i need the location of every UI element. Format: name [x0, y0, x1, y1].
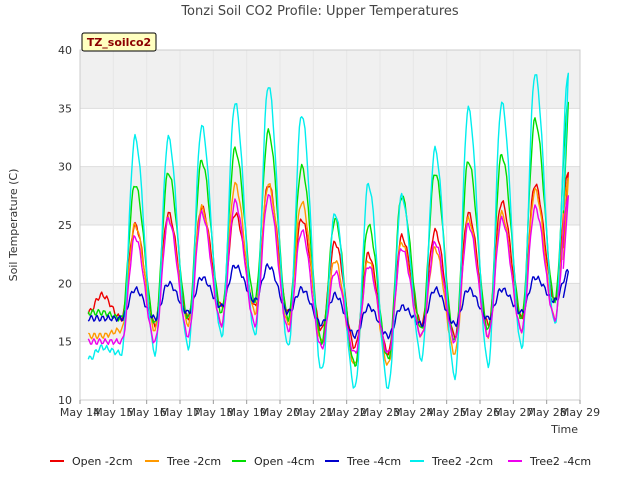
legend-label: Tree2 -2cm [431, 455, 493, 468]
x-tick-label: May 28 [527, 406, 567, 419]
plot-band [80, 341, 580, 400]
y-tick-label: 15 [58, 336, 72, 349]
chart-title: Tonzi Soil CO2 Profile: Upper Temperatur… [180, 4, 459, 19]
x-tick-label: May 16 [127, 406, 167, 419]
x-tick-label: May 14 [60, 406, 100, 419]
series-line-tree2-2cm [87, 72, 569, 390]
x-tick-label: May 17 [160, 406, 200, 419]
x-tick-label: May 23 [360, 406, 400, 419]
site-tag-label: TZ_soilco2 [87, 36, 151, 49]
legend-label: Open -4cm [254, 455, 315, 468]
y-axis-title: Soil Temperature (C) [7, 169, 20, 282]
y-tick-label: 40 [58, 44, 72, 57]
y-tick-label: 30 [58, 161, 72, 174]
series-lines [87, 72, 569, 390]
legend-label: Tree -2cm [166, 455, 221, 468]
y-tick-label: 35 [58, 102, 72, 115]
x-tick-label: May 19 [227, 406, 267, 419]
x-tick-label: May 27 [493, 406, 533, 419]
x-axis-title: Time [550, 423, 578, 436]
y-tick-labels: 10 15 20 25 30 35 40 [58, 44, 72, 407]
y-tick-label: 25 [58, 219, 72, 232]
x-tick-label: May 26 [460, 406, 500, 419]
plot-band [80, 108, 580, 167]
legend-label: Tree2 -4cm [529, 455, 591, 468]
x-tick-label: May 21 [293, 406, 333, 419]
legend: Open -2cm Tree -2cm Open -4cm Tree -4cm Tree… [50, 455, 591, 468]
series-line-tree2-4cm [87, 194, 569, 354]
x-tick-label: May 20 [260, 406, 300, 419]
plot-band [80, 166, 580, 225]
legend-label: Tree -4cm [346, 455, 401, 468]
x-tick-label: May 18 [193, 406, 233, 419]
y-tick-label: 20 [58, 277, 72, 290]
x-tick-label: May 24 [393, 406, 433, 419]
legend-label: Open -2cm [72, 455, 133, 468]
x-tick-label: May 29 [560, 406, 600, 419]
x-tick-label: May 15 [93, 406, 133, 419]
x-tick-label: May 22 [327, 406, 367, 419]
site-tag: TZ_soilco2 [81, 32, 157, 52]
plot-band [80, 50, 580, 109]
axes [79, 49, 581, 404]
y-tick-label: 10 [58, 394, 72, 407]
plot-frame [79, 49, 581, 401]
x-tick-label: May 25 [427, 406, 467, 419]
